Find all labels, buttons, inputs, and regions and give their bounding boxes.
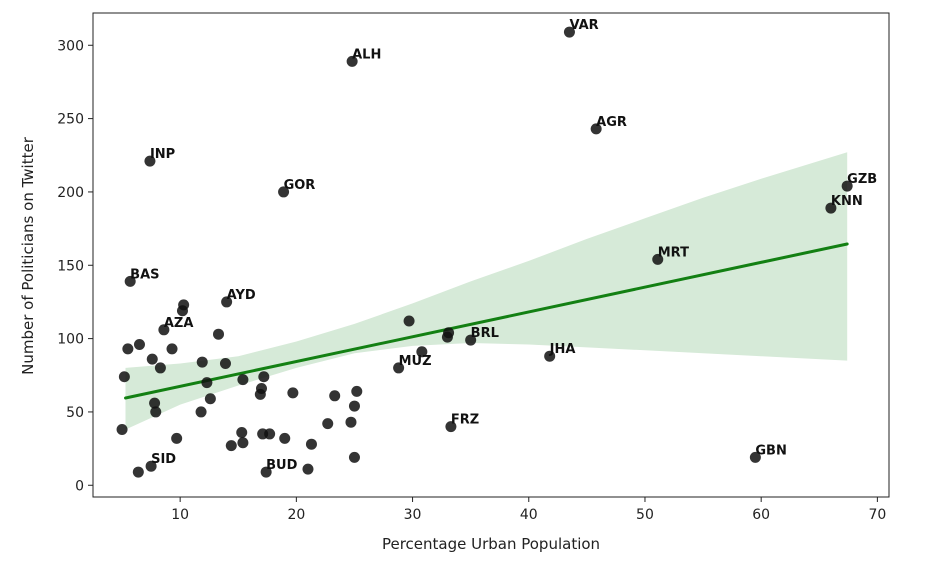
data-point	[154, 362, 166, 374]
data-point-ayd	[221, 296, 233, 308]
data-point	[201, 377, 213, 389]
data-point	[118, 371, 130, 383]
data-point-bud	[260, 466, 272, 478]
data-point	[116, 424, 128, 436]
plot-frame	[92, 12, 890, 498]
data-point-gzb	[841, 180, 853, 192]
data-point	[416, 346, 428, 358]
data-point	[236, 426, 248, 438]
data-point	[237, 437, 249, 449]
y-tick-label: 50	[66, 405, 84, 421]
point-label-gbn: GBN	[755, 443, 786, 458]
data-point-sid	[145, 460, 157, 472]
data-point-bas	[124, 275, 136, 287]
data-point	[171, 432, 183, 444]
data-point	[146, 353, 158, 365]
data-point	[287, 387, 299, 399]
x-tick-label: 30	[404, 507, 422, 523]
data-point	[196, 356, 208, 368]
data-point-gor	[278, 186, 290, 198]
y-tick-label: 100	[57, 332, 84, 348]
data-point	[279, 432, 291, 444]
point-label-jha: JHA	[549, 342, 576, 357]
data-point	[264, 428, 276, 440]
data-point	[403, 315, 415, 327]
x-axis-ticks: 10 20 30 40 50 60 70	[171, 497, 886, 523]
data-point-mrt	[652, 253, 664, 265]
data-point-aza	[158, 324, 170, 336]
y-tick-label: 0	[75, 478, 84, 494]
point-label-var: VAR	[569, 18, 598, 33]
x-axis-label: Percentage Urban Population	[382, 535, 600, 553]
point-label-mrt: MRT	[658, 245, 689, 260]
data-point	[345, 416, 357, 428]
data-point-gbn	[749, 451, 761, 463]
data-point	[348, 451, 360, 463]
data-point	[195, 406, 207, 418]
data-point	[237, 374, 249, 386]
y-axis-ticks: 0 50 100 150 200 250 300	[57, 38, 93, 494]
x-tick-label: 50	[636, 507, 654, 523]
y-tick-label: 150	[57, 258, 84, 274]
regression-line	[124, 242, 849, 400]
data-point	[351, 385, 363, 397]
data-point	[348, 400, 360, 412]
data-point	[204, 393, 216, 405]
data-point	[329, 390, 341, 402]
x-tick-label: 10	[171, 507, 189, 523]
data-point-frz	[445, 421, 457, 433]
data-point	[305, 438, 317, 450]
point-label-muz: MUZ	[399, 354, 432, 369]
point-label-alh: ALH	[352, 47, 381, 62]
data-point-muz	[393, 362, 405, 374]
data-point	[133, 338, 145, 350]
point-label-sid: SID	[151, 452, 176, 467]
data-point	[213, 328, 225, 340]
point-label-agr: AGR	[596, 115, 627, 130]
x-tick-label: 60	[752, 507, 770, 523]
point-label-bud: BUD	[266, 458, 297, 473]
point-label-frz: FRZ	[451, 413, 479, 428]
data-point	[225, 440, 237, 452]
x-tick-label: 20	[287, 507, 305, 523]
data-point-jha	[544, 350, 556, 362]
y-axis-label: Number of Politicians on Twitter	[19, 136, 37, 375]
data-point	[150, 406, 162, 418]
data-points-layer	[116, 26, 853, 478]
x-tick-label: 70	[868, 507, 886, 523]
data-point-knn	[825, 202, 837, 214]
point-label-inp: INP	[150, 147, 175, 162]
y-tick-label: 200	[57, 185, 84, 201]
y-tick-label: 300	[57, 38, 84, 54]
data-point	[258, 371, 270, 383]
data-point	[122, 343, 134, 355]
data-point	[166, 343, 178, 355]
data-point	[302, 463, 314, 475]
point-label-gor: GOR	[284, 178, 316, 193]
regression-line-layer	[124, 242, 849, 400]
point-label-brl: BRL	[471, 326, 499, 341]
data-point-alh	[346, 55, 358, 67]
data-point	[176, 305, 188, 317]
data-point	[255, 382, 267, 394]
data-point	[149, 397, 161, 409]
data-point	[219, 358, 231, 370]
point-labels-layer: VAR ALH AGR INP GOR GZB KNN MRT BAS AYD AZA BRL JHA M…	[130, 18, 877, 473]
data-point	[443, 327, 455, 339]
point-label-knn: KNN	[831, 194, 863, 209]
data-point-brl	[465, 334, 477, 346]
point-label-gzb: GZB	[847, 172, 877, 187]
data-point	[322, 418, 334, 430]
data-point-agr	[590, 123, 602, 135]
point-label-aza: AZA	[164, 316, 194, 331]
data-point-inp	[144, 155, 156, 167]
point-label-ayd: AYD	[227, 288, 256, 303]
point-label-bas: BAS	[130, 267, 159, 282]
y-tick-label: 250	[57, 112, 84, 128]
data-point	[132, 466, 144, 478]
x-tick-label: 40	[520, 507, 538, 523]
data-point-var	[563, 26, 575, 38]
